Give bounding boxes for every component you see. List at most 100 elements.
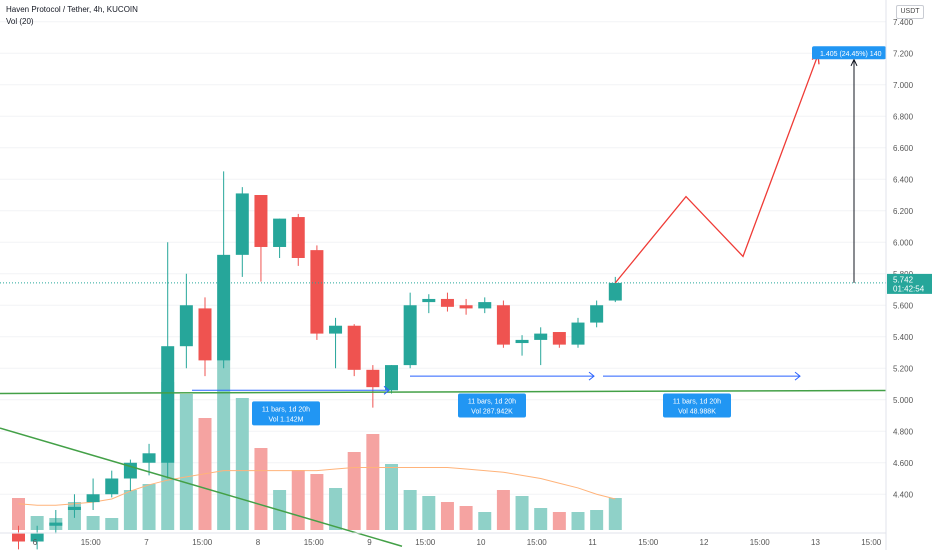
candle-body bbox=[347, 325, 361, 370]
x-tick-label: 15:00 bbox=[415, 538, 436, 547]
volume-bar bbox=[385, 464, 398, 530]
candle-body bbox=[385, 365, 398, 391]
y-tick-label: 6.600 bbox=[893, 144, 914, 153]
volume-bar bbox=[235, 398, 249, 530]
volume-bar bbox=[123, 490, 137, 530]
candle-body bbox=[366, 369, 380, 388]
y-tick-label: 4.600 bbox=[893, 459, 914, 468]
volume-ma-line bbox=[18, 466, 616, 506]
y-tick-label: 7.200 bbox=[893, 49, 914, 58]
candle-body bbox=[534, 333, 548, 340]
volume-bar bbox=[422, 496, 436, 530]
candle-body bbox=[161, 346, 175, 463]
candle-body bbox=[12, 533, 25, 542]
y-tick-label: 6.400 bbox=[893, 175, 914, 184]
volume-bar bbox=[310, 474, 324, 530]
volume-bar bbox=[179, 394, 193, 530]
x-tick-label: 9 bbox=[367, 538, 372, 547]
range-label-box bbox=[663, 393, 731, 418]
measure-arrowhead bbox=[850, 58, 858, 67]
candle-body bbox=[422, 298, 436, 303]
candle-body bbox=[254, 195, 268, 247]
candle-body bbox=[608, 282, 622, 301]
volume-bar bbox=[496, 490, 510, 530]
y-tick-label: 6.200 bbox=[893, 207, 914, 216]
x-tick-label: 15:00 bbox=[527, 538, 548, 547]
candle-body bbox=[310, 250, 324, 334]
currency-label[interactable]: USDT bbox=[896, 5, 924, 19]
current-price-tag bbox=[887, 273, 932, 294]
candle-body bbox=[459, 305, 473, 309]
candle-body bbox=[403, 305, 417, 366]
candle-body bbox=[552, 332, 566, 345]
candle-body bbox=[67, 506, 81, 510]
candle-body bbox=[329, 325, 343, 334]
volume-indicator-label: Vol (20) bbox=[6, 17, 34, 26]
candle-body bbox=[515, 339, 529, 344]
projection-path[interactable] bbox=[614, 54, 819, 284]
volume-bar bbox=[440, 502, 454, 530]
x-tick-label: 15:00 bbox=[638, 538, 659, 547]
x-tick-label: 15:00 bbox=[81, 538, 102, 547]
candle-body bbox=[571, 322, 585, 345]
volume-bar bbox=[329, 488, 343, 530]
descending-trendline[interactable] bbox=[0, 427, 403, 547]
range-bars-label: 11 bars, 1d 20h bbox=[468, 398, 516, 405]
volume-bar bbox=[459, 506, 473, 530]
volume-bar bbox=[403, 490, 417, 530]
volume-bar bbox=[12, 498, 25, 530]
y-tick-label: 7.400 bbox=[893, 18, 914, 27]
y-tick-label: 4.800 bbox=[893, 427, 914, 436]
x-tick-label: 15:00 bbox=[750, 538, 771, 547]
volume-bar bbox=[347, 452, 361, 530]
y-tick-label: 7.000 bbox=[893, 81, 914, 90]
symbol-title: Haven Protocol / Tether, 4h, KUCOIN bbox=[6, 5, 138, 14]
range-arrowhead bbox=[383, 385, 390, 395]
measure-label: 1.405 (24.45%) 140 bbox=[820, 51, 882, 58]
x-tick-label: 7 bbox=[144, 538, 149, 547]
volume-bar bbox=[142, 484, 156, 530]
candle-body bbox=[291, 217, 305, 258]
candle-body bbox=[590, 305, 604, 323]
volume-bar bbox=[86, 516, 100, 530]
volume-bar bbox=[552, 512, 566, 530]
x-tick-label: 15:00 bbox=[304, 538, 325, 547]
volume-bar bbox=[608, 498, 622, 530]
candle-body bbox=[496, 305, 510, 345]
range-label-box bbox=[252, 401, 320, 426]
price-grid bbox=[0, 21, 886, 495]
range-volume-label: Vol 48.988K bbox=[678, 408, 716, 415]
candle-body bbox=[142, 453, 156, 463]
volume-bar bbox=[571, 512, 585, 530]
volume-bar bbox=[30, 516, 44, 530]
y-tick-label: 5.400 bbox=[893, 333, 914, 342]
volume-bar bbox=[590, 510, 604, 530]
y-tick-label: 6.000 bbox=[893, 238, 914, 247]
candle-body bbox=[478, 302, 492, 309]
measure-label-box bbox=[812, 46, 886, 60]
x-tick-label: 6 bbox=[33, 538, 38, 547]
x-tick-label: 11 bbox=[588, 538, 597, 547]
y-tick-label: 5.000 bbox=[893, 396, 914, 405]
drawings: 1.405 (24.45%) 140 11 bars, 1d 20h Vol 1.1… bbox=[0, 46, 887, 547]
range-bars-label: 11 bars, 1d 20h bbox=[262, 406, 310, 413]
y-tick-label: 5.200 bbox=[893, 364, 914, 373]
candle-body bbox=[273, 218, 287, 247]
x-tick-label: 12 bbox=[700, 538, 709, 547]
bar-countdown: 01:42:54 bbox=[893, 284, 925, 293]
x-tick-label: 15:00 bbox=[861, 538, 882, 547]
candle-body bbox=[235, 193, 249, 255]
y-tick-label: 5.600 bbox=[893, 301, 914, 310]
candle-body bbox=[440, 298, 454, 307]
candle-body bbox=[86, 494, 100, 503]
x-tick-label: 13 bbox=[811, 538, 820, 547]
range-arrowhead bbox=[588, 371, 595, 381]
volume-bar bbox=[217, 320, 231, 530]
current-price-value: 5.742 bbox=[893, 275, 914, 284]
support-line[interactable] bbox=[0, 389, 887, 395]
range-label-box bbox=[458, 393, 526, 418]
y-tick-label: 4.400 bbox=[893, 490, 914, 499]
candle-body bbox=[179, 305, 193, 347]
